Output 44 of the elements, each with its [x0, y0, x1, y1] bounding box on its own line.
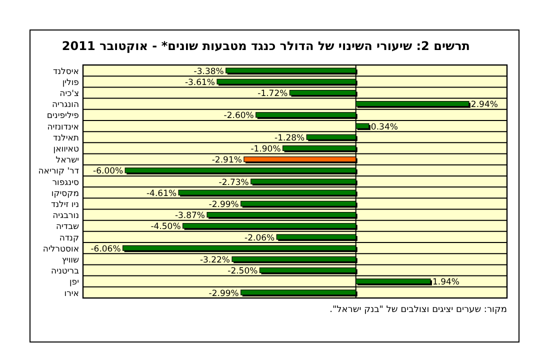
- y-tick-label: הונגריה: [52, 100, 79, 110]
- data-label: -6.06%: [90, 244, 121, 254]
- data-label: -2.73%: [218, 178, 249, 188]
- data-label: -1.72%: [258, 89, 288, 100]
- y-tick-label: אינדונזיה: [47, 122, 79, 132]
- data-label: -4.61%: [146, 188, 177, 199]
- text: מקור: שערים יציגים וצולבים של "בנק ישראל".: [330, 305, 507, 315]
- y-tick-label: סינגפור: [52, 178, 80, 188]
- y-tick-label: איסלנד: [53, 66, 79, 77]
- y-tick-label: בריטניה: [51, 266, 80, 277]
- data-label: 2.94%: [470, 100, 498, 110]
- y-tick-label: שבדיה: [56, 222, 79, 232]
- data-label: 0.34%: [370, 122, 398, 132]
- y-tick-label: מקסיקו: [51, 188, 79, 199]
- y-tick-label: נורבגיה: [52, 211, 79, 222]
- data-label: -3.61%: [184, 78, 216, 88]
- data-label: -2.60%: [224, 111, 254, 122]
- y-tick-label: תאילנד: [52, 133, 79, 144]
- data-label: -3.38%: [194, 66, 224, 77]
- data-label: 1.94%: [432, 278, 460, 288]
- data-label: -2.99%: [208, 288, 239, 299]
- data-label: -2.06%: [244, 233, 275, 244]
- data-label: -2.99%: [208, 200, 239, 210]
- chart-title: תרשים 2: שיעורי השינוי של הדולר כנגד מטבעות שונים* - אוקטובר 2011: [62, 39, 470, 53]
- data-label: -6.00%: [93, 166, 124, 177]
- y-tick-label: דר' קוריאה: [38, 166, 80, 177]
- y-tick-label: צ'כיה: [60, 89, 79, 100]
- data-label: -1.90%: [250, 144, 281, 155]
- y-tick-label: אוסטרליה: [42, 244, 79, 254]
- y-tick-label: שוויץ: [62, 255, 79, 266]
- y-tick-label: טאיוואן: [53, 144, 80, 155]
- y-tick-label: קנדה: [59, 233, 79, 244]
- y-tick-label: יפן: [69, 278, 80, 288]
- y-tick-label: פיליפינים: [46, 111, 79, 122]
- data-label: -2.50%: [228, 266, 258, 277]
- data-label: -4.50%: [150, 222, 181, 232]
- data-label: -3.87%: [174, 211, 206, 222]
- data-label: -2.91%: [212, 156, 242, 166]
- y-tick-label: אירו: [64, 288, 79, 299]
- data-label: -3.22%: [200, 255, 230, 266]
- data-label: -1.28%: [274, 133, 305, 144]
- y-tick-label: ישראל: [56, 156, 80, 166]
- y-tick-label: ניו זילנד: [50, 200, 79, 210]
- y-tick-label: פולין: [62, 78, 79, 88]
